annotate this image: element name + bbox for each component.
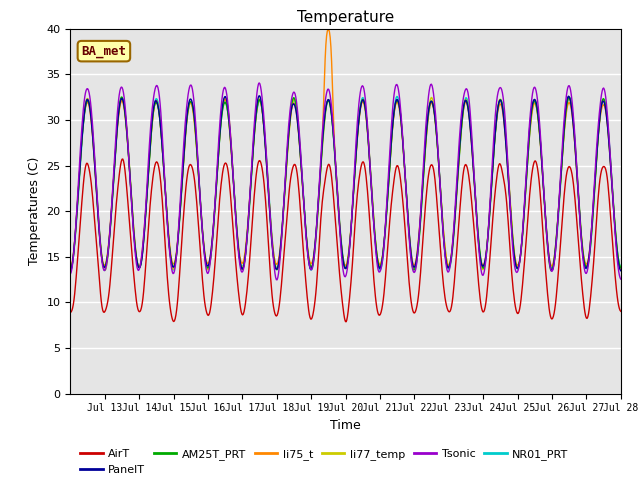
li75_t: [434, 149, 442, 155]
PanelT: [255, 93, 263, 98]
Line: NR01_PRT: NR01_PRT: [70, 96, 621, 272]
Line: AM25T_PRT: AM25T_PRT: [70, 97, 621, 271]
Line: li75_t: li75_t: [70, 29, 621, 270]
AM25T_PRT: [260, 127, 268, 132]
AM25T_PRT: [547, 268, 555, 274]
PanelT: [131, 243, 139, 249]
Tsonic: [282, 168, 289, 174]
AirT: [233, 273, 241, 279]
li75_t: [67, 265, 74, 271]
li77_temp: [67, 267, 74, 273]
NR01_PRT: [67, 269, 74, 275]
li75_t: [260, 120, 268, 125]
li75_t: [617, 267, 625, 273]
Line: AirT: AirT: [70, 159, 621, 322]
li77_temp: [435, 158, 442, 164]
AirT: [281, 239, 289, 245]
li75_t: [403, 201, 411, 207]
NR01_PRT: [434, 145, 442, 151]
NR01_PRT: [280, 195, 288, 201]
NR01_PRT: [131, 241, 139, 247]
PanelT: [260, 128, 268, 133]
NR01_PRT: [393, 94, 401, 99]
AM25T_PRT: [118, 94, 125, 100]
Tsonic: [435, 156, 442, 162]
li77_temp: [233, 229, 241, 235]
Legend: AirT, PanelT, AM25T_PRT, li75_t, li77_temp, Tsonic, NR01_PRT: AirT, PanelT, AM25T_PRT, li75_t, li77_te…: [76, 445, 573, 479]
NR01_PRT: [617, 264, 625, 270]
Tsonic: [260, 118, 268, 124]
AM25T_PRT: [281, 185, 289, 191]
AM25T_PRT: [67, 268, 74, 274]
PanelT: [281, 183, 289, 189]
AirT: [617, 309, 625, 314]
NR01_PRT: [232, 217, 240, 223]
PanelT: [617, 268, 625, 274]
Tsonic: [232, 222, 240, 228]
Line: li77_temp: li77_temp: [70, 97, 621, 270]
Title: Temperature: Temperature: [297, 10, 394, 25]
PanelT: [434, 148, 442, 154]
li77_temp: [428, 95, 435, 100]
Tsonic: [67, 271, 74, 277]
li77_temp: [260, 127, 268, 132]
li77_temp: [403, 200, 411, 205]
AirT: [435, 220, 442, 226]
AM25T_PRT: [434, 147, 442, 153]
PanelT: [67, 268, 74, 274]
li77_temp: [617, 265, 625, 271]
li75_t: [232, 217, 240, 223]
li77_temp: [281, 187, 289, 193]
AirT: [342, 319, 350, 325]
Tsonic: [617, 276, 625, 282]
Line: Tsonic: Tsonic: [70, 83, 621, 280]
Tsonic: [404, 214, 412, 219]
AM25T_PRT: [132, 251, 140, 256]
Text: BA_met: BA_met: [81, 45, 127, 58]
AirT: [260, 181, 268, 187]
li77_temp: [101, 267, 109, 273]
li75_t: [324, 26, 332, 32]
AirT: [132, 292, 140, 298]
PanelT: [403, 201, 411, 206]
Y-axis label: Temperatures (C): Temperatures (C): [28, 157, 41, 265]
AirT: [119, 156, 127, 162]
X-axis label: Time: Time: [330, 419, 361, 432]
AM25T_PRT: [233, 228, 241, 234]
AM25T_PRT: [403, 200, 411, 205]
li75_t: [280, 195, 288, 201]
NR01_PRT: [403, 199, 411, 204]
PanelT: [232, 220, 240, 226]
AirT: [67, 310, 74, 315]
AM25T_PRT: [617, 265, 625, 271]
Tsonic: [131, 248, 139, 253]
NR01_PRT: [260, 118, 268, 123]
li75_t: [131, 241, 139, 247]
Tsonic: [255, 80, 263, 86]
Tsonic: [273, 277, 281, 283]
AirT: [404, 262, 412, 267]
Line: PanelT: PanelT: [70, 96, 621, 271]
li77_temp: [132, 248, 140, 254]
